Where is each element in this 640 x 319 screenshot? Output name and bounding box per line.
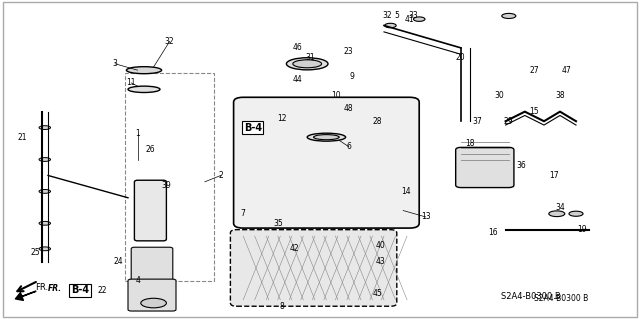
Text: 45: 45 xyxy=(372,289,383,298)
Text: 23: 23 xyxy=(344,47,354,56)
Text: 28: 28 xyxy=(373,117,382,126)
Ellipse shape xyxy=(548,211,564,217)
Text: 34: 34 xyxy=(555,203,565,212)
Text: FR.: FR. xyxy=(48,284,62,293)
Text: 21: 21 xyxy=(18,133,27,142)
Text: 46: 46 xyxy=(292,43,303,52)
Text: 4: 4 xyxy=(135,276,140,285)
Ellipse shape xyxy=(287,58,328,70)
Text: 42: 42 xyxy=(289,244,300,253)
Text: 17: 17 xyxy=(548,171,559,180)
Ellipse shape xyxy=(569,211,583,216)
Text: 27: 27 xyxy=(529,66,540,75)
Text: 41: 41 xyxy=(404,15,415,24)
Text: 48: 48 xyxy=(344,104,354,113)
Text: 43: 43 xyxy=(376,257,386,266)
Text: 30: 30 xyxy=(494,91,504,100)
Ellipse shape xyxy=(293,60,321,68)
Text: 8: 8 xyxy=(279,302,284,311)
Text: 18: 18 xyxy=(466,139,475,148)
Text: 26: 26 xyxy=(145,145,156,154)
Text: 47: 47 xyxy=(561,66,572,75)
Text: 39: 39 xyxy=(161,181,172,189)
Text: 40: 40 xyxy=(376,241,386,250)
Text: 2: 2 xyxy=(218,171,223,180)
Text: 10: 10 xyxy=(331,91,341,100)
Ellipse shape xyxy=(307,133,346,141)
Text: B-4: B-4 xyxy=(244,122,262,133)
Text: B-4: B-4 xyxy=(71,285,89,295)
Ellipse shape xyxy=(141,298,166,308)
Text: 33: 33 xyxy=(408,11,418,20)
Text: 14: 14 xyxy=(401,187,412,196)
Text: 19: 19 xyxy=(577,225,588,234)
Text: 29: 29 xyxy=(504,117,514,126)
Text: 12: 12 xyxy=(277,114,286,122)
FancyArrowPatch shape xyxy=(15,291,36,300)
Bar xyxy=(125,73,214,281)
Text: 24: 24 xyxy=(113,257,124,266)
Text: 20: 20 xyxy=(456,53,466,62)
Text: 1: 1 xyxy=(135,130,140,138)
Ellipse shape xyxy=(127,67,161,74)
Text: 31: 31 xyxy=(305,53,316,62)
Text: 9: 9 xyxy=(349,72,355,81)
Ellipse shape xyxy=(39,126,51,130)
Text: 3: 3 xyxy=(113,59,118,68)
Text: 15: 15 xyxy=(529,107,540,116)
Text: 7: 7 xyxy=(241,209,246,218)
Ellipse shape xyxy=(39,189,51,193)
Ellipse shape xyxy=(39,221,51,225)
Ellipse shape xyxy=(39,247,51,251)
Ellipse shape xyxy=(385,23,396,28)
FancyBboxPatch shape xyxy=(128,279,176,311)
Ellipse shape xyxy=(413,17,425,21)
FancyBboxPatch shape xyxy=(131,247,173,282)
Text: 32: 32 xyxy=(382,11,392,20)
Text: 36: 36 xyxy=(516,161,527,170)
Text: 6: 6 xyxy=(346,142,351,151)
FancyBboxPatch shape xyxy=(234,97,419,228)
Text: 13: 13 xyxy=(420,212,431,221)
Text: 32: 32 xyxy=(164,37,175,46)
Ellipse shape xyxy=(314,135,339,140)
Text: 37: 37 xyxy=(472,117,482,126)
Text: 44: 44 xyxy=(292,75,303,84)
Ellipse shape xyxy=(128,86,160,93)
Text: 16: 16 xyxy=(488,228,498,237)
Text: 22: 22 xyxy=(98,286,107,295)
FancyBboxPatch shape xyxy=(456,147,514,188)
FancyBboxPatch shape xyxy=(134,180,166,241)
Text: 25: 25 xyxy=(30,248,40,256)
Text: 38: 38 xyxy=(555,91,565,100)
Text: FR.: FR. xyxy=(35,283,48,292)
Ellipse shape xyxy=(502,13,516,19)
FancyBboxPatch shape xyxy=(230,230,397,306)
Text: 11: 11 xyxy=(127,78,136,87)
Text: 5: 5 xyxy=(394,11,399,20)
Text: 35: 35 xyxy=(273,219,284,228)
Text: S2A4-B0300 B: S2A4-B0300 B xyxy=(501,292,561,301)
Ellipse shape xyxy=(39,158,51,161)
Text: S2A4-B0300 B: S2A4-B0300 B xyxy=(534,294,589,303)
